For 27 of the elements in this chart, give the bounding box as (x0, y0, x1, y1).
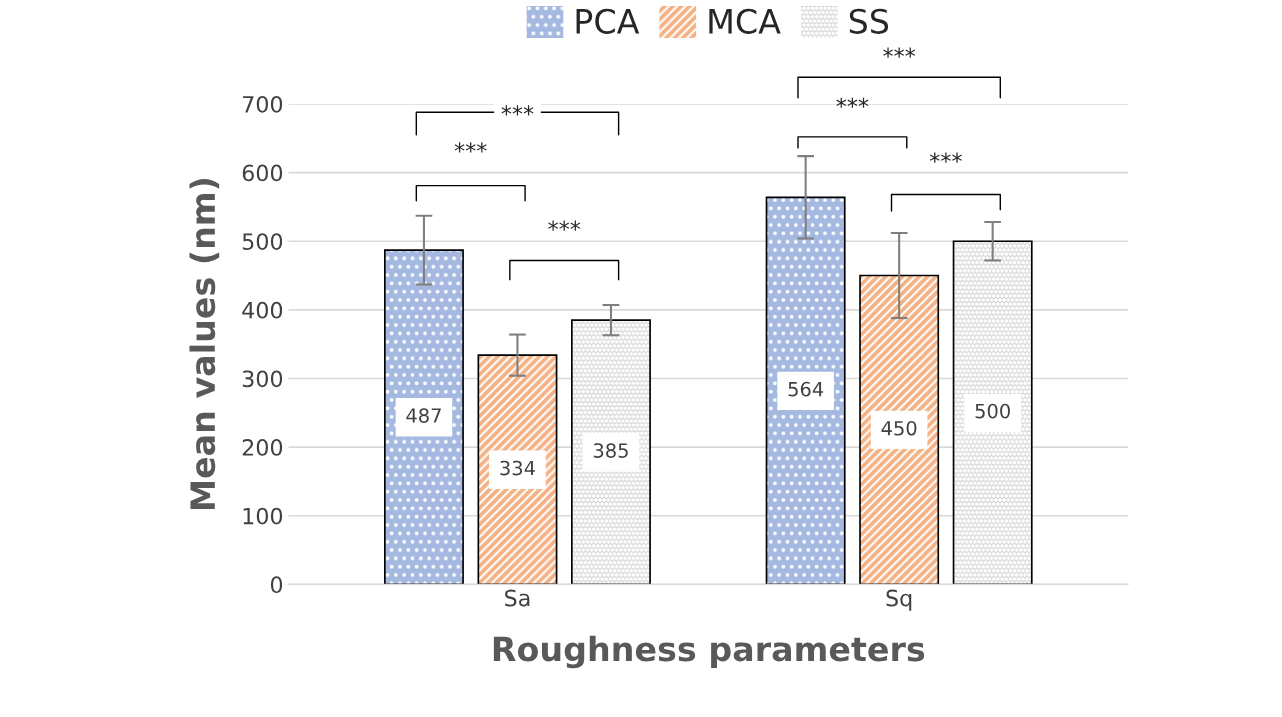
data-label: 450 (881, 420, 917, 436)
annotation: *** (929, 152, 962, 163)
legend-label: PCA (576, 8, 640, 34)
data-label: 487 (406, 408, 441, 423)
data-label: 385 (593, 443, 628, 458)
y-tick-label: 700 (243, 95, 283, 113)
y-tick-label: 200 (242, 439, 283, 456)
y-tick-label: 600 (242, 164, 283, 182)
annotation: *** (454, 142, 487, 153)
y-tick-label: 400 (242, 301, 283, 319)
y-tick-label: 500 (242, 233, 283, 250)
legend-label: SS (849, 8, 889, 34)
data-label: 334 (500, 460, 535, 476)
data-label: 500 (975, 403, 1010, 419)
annotation: *** (501, 105, 534, 116)
text: *** (883, 47, 916, 58)
y-tick-label: 0 (270, 576, 283, 594)
y-tick-label: 100 (243, 507, 283, 525)
annotation: *** (548, 220, 581, 231)
data-label: 564 (788, 381, 824, 397)
x-axis-title: Roughness parameters (493, 635, 925, 669)
x-tick-label: Sq (886, 589, 912, 611)
y-axis-title: Mean values (nm) (189, 179, 220, 510)
y-tick-label: 300 (242, 370, 283, 388)
annotation: *** (836, 97, 869, 108)
legend-label: MCA (709, 8, 781, 34)
x-tick-label: Sa (505, 589, 530, 607)
